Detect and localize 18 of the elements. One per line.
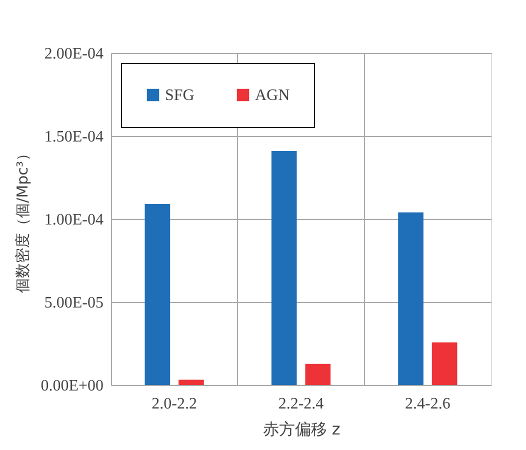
x-tick-label: 2.0-2.2	[152, 396, 197, 412]
bar	[432, 342, 458, 385]
y-tick-label: 1.00E-04	[44, 212, 104, 228]
bar	[398, 212, 424, 385]
legend-label: AGN	[255, 87, 290, 104]
y-axis-title: 個数密度（個/Mpc³）	[14, 146, 32, 293]
legend-label: SFG	[165, 87, 195, 104]
bar	[178, 380, 204, 385]
bar	[305, 364, 331, 385]
y-tick-label: 5.00E-05	[44, 294, 104, 312]
x-tick-label: 2.4-2.6	[405, 396, 450, 412]
x-tick-label: 2.2-2.4	[278, 396, 324, 412]
bar	[144, 204, 170, 385]
x-axis-title: 赤方偏移 z	[262, 420, 340, 438]
y-tick-label: 0.00E+00	[40, 378, 104, 394]
y-tick-label: 1.50E-04	[44, 128, 104, 146]
y-tick-label: 2.00E-04	[44, 46, 104, 62]
bar	[271, 150, 297, 385]
